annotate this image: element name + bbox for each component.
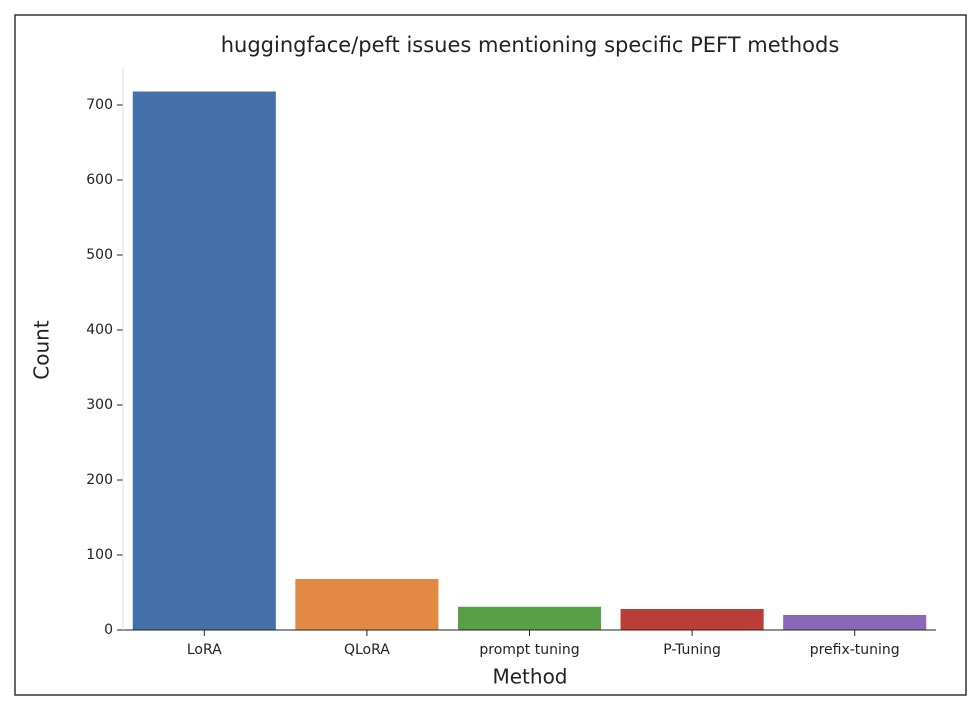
x-tick-label: LoRA: [187, 642, 222, 658]
y-tick-label: 700: [86, 97, 113, 113]
x-axis-label: Method: [492, 665, 567, 689]
y-tick-label: 500: [86, 247, 113, 263]
y-axis-label: Count: [30, 320, 54, 380]
bar: [783, 615, 927, 630]
x-tick-label: prompt tuning: [479, 642, 579, 658]
y-tick-label: 0: [104, 622, 113, 638]
y-tick-label: 400: [86, 322, 113, 338]
bar: [457, 606, 602, 630]
y-tick-label: 300: [86, 397, 113, 413]
y-tick-label: 200: [86, 472, 113, 488]
bar: [295, 579, 439, 630]
x-tick-label: prefix-tuning: [810, 642, 900, 658]
y-tick-label: 600: [86, 172, 113, 188]
y-tick-label: 100: [86, 547, 113, 563]
bar: [132, 91, 276, 630]
x-tick-label: QLoRA: [344, 642, 390, 658]
bar: [620, 609, 764, 630]
x-tick-label: P-Tuning: [663, 642, 721, 658]
chart-title: huggingface/peft issues mentioning speci…: [221, 33, 840, 57]
